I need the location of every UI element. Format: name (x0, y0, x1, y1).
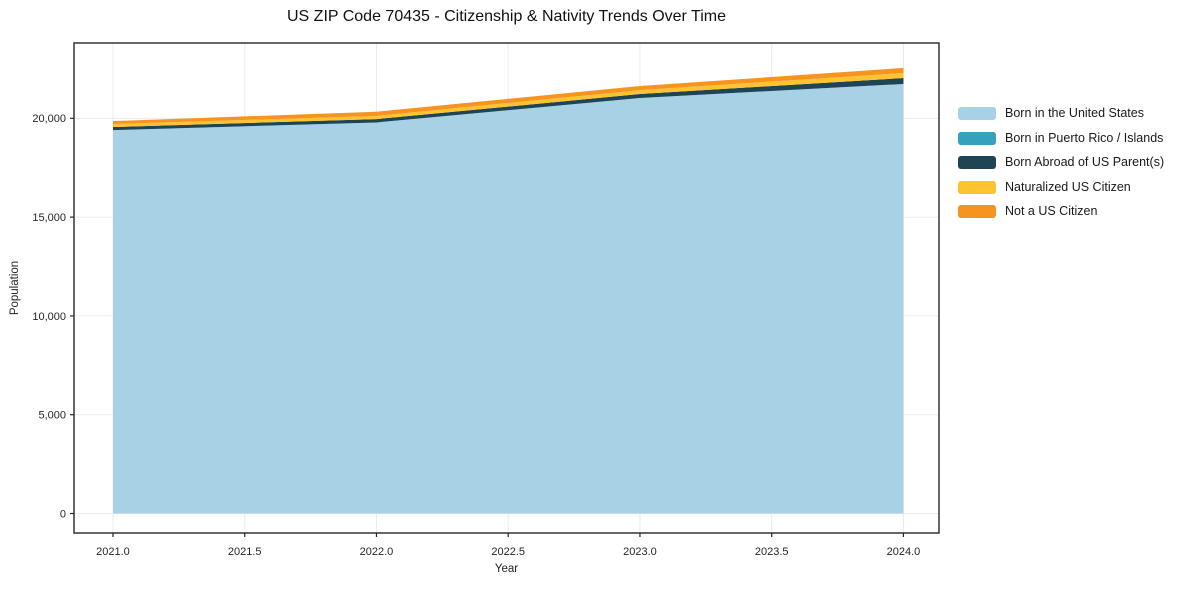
x-tick-label: 2024.0 (887, 546, 921, 558)
area-series (112, 83, 904, 514)
y-tick-label: 20,000 (32, 113, 66, 125)
legend-swatch (958, 180, 996, 194)
x-axis-title: Year (494, 563, 519, 575)
legend-item: Born Abroad of US Parent(s) (958, 156, 1164, 169)
legend-item: Born in the United States (958, 107, 1164, 120)
legend-label: Not a US Citizen (1005, 204, 1098, 218)
legend-label: Naturalized US Citizen (1005, 179, 1131, 194)
legend-item: Naturalized US Citizen (958, 179, 1164, 194)
chart-title: US ZIP Code 70435 - Citizenship & Nativi… (287, 8, 726, 25)
x-tick-label: 2023.0 (623, 546, 657, 558)
plot-border (73, 42, 940, 534)
y-tick-label: 15,000 (32, 212, 66, 224)
x-tick-label: 2023.5 (755, 546, 789, 558)
legend-label: Born in the United States (1005, 106, 1144, 120)
area-series (112, 72, 904, 128)
legend-swatch (958, 131, 996, 145)
legend-swatch (958, 156, 996, 169)
area-series (112, 67, 904, 125)
legend: Born in the United States Born in Puerto … (958, 107, 1164, 218)
legend-item: Born in Puerto Rico / Islands (958, 130, 1164, 145)
x-tick-label: 2022.0 (360, 546, 394, 558)
y-tick-label: 0 (60, 508, 66, 520)
legend-label: Born in Puerto Rico / Islands (1005, 130, 1164, 145)
area-series (112, 78, 904, 131)
x-tick-label: 2021.5 (228, 546, 262, 558)
legend-swatch (958, 107, 996, 120)
x-tick-label: 2021.0 (96, 546, 130, 558)
legend-swatch (958, 205, 996, 218)
y-axis-title: Population (9, 260, 21, 316)
y-tick-label: 5,000 (38, 410, 66, 422)
legend-item: Not a US Citizen (958, 205, 1164, 218)
legend-label: Born Abroad of US Parent(s) (1005, 155, 1165, 169)
y-tick-label: 10,000 (32, 311, 66, 323)
x-tick-label: 2022.5 (491, 546, 525, 558)
